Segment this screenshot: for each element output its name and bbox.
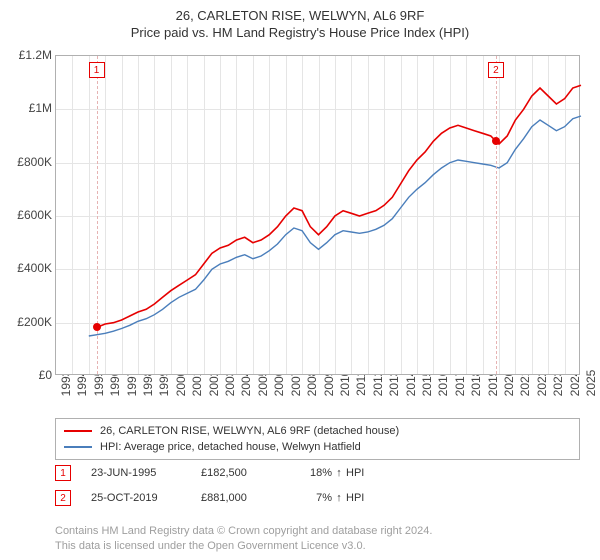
y-axis-tick-label: £1M (29, 101, 52, 115)
sale-point-dot (93, 323, 101, 331)
legend: 26, CARLETON RISE, WELWYN, AL6 9RF (deta… (55, 418, 580, 460)
series-line (97, 85, 581, 327)
y-axis-tick-label: £0 (39, 368, 52, 382)
sale-point-dot (492, 137, 500, 145)
y-axis-tick-label: £400K (17, 261, 52, 275)
line-series-svg (56, 56, 579, 374)
y-axis-tick-label: £600K (17, 208, 52, 222)
sale-vline (496, 56, 497, 374)
sale-flag: 2 (55, 490, 71, 506)
sale-flag-marker: 1 (89, 62, 105, 78)
plot-area: 12 (55, 55, 580, 375)
sale-flag-marker: 2 (488, 62, 504, 78)
sale-delta-label: HPI (346, 492, 364, 504)
sale-record-row: 1 23-JUN-1995 £182,500 18% ↑ HPI (55, 465, 364, 481)
series-line (89, 116, 581, 336)
sale-delta-label: HPI (346, 467, 364, 479)
x-axis-tick-label: 2025 (584, 370, 598, 397)
sale-record-row: 2 25-OCT-2019 £881,000 7% ↑ HPI (55, 490, 364, 506)
legend-swatch (64, 430, 92, 432)
sale-delta-pct: 7% (296, 492, 332, 504)
sale-price: £182,500 (201, 467, 296, 479)
legend-label: 26, CARLETON RISE, WELWYN, AL6 9RF (deta… (100, 425, 399, 437)
y-axis-tick-label: £800K (17, 155, 52, 169)
page-subtitle: Price paid vs. HM Land Registry's House … (0, 23, 600, 46)
sale-date: 23-JUN-1995 (91, 467, 201, 479)
arrow-up-icon: ↑ (332, 467, 346, 479)
attribution-line: Contains HM Land Registry data © Crown c… (55, 524, 432, 539)
sale-flag: 1 (55, 465, 71, 481)
legend-label: HPI: Average price, detached house, Welw… (100, 441, 361, 453)
legend-item: 26, CARLETON RISE, WELWYN, AL6 9RF (deta… (64, 423, 571, 439)
arrow-up-icon: ↑ (332, 492, 346, 504)
chart-container: 26, CARLETON RISE, WELWYN, AL6 9RF Price… (0, 0, 600, 560)
sale-date: 25-OCT-2019 (91, 492, 201, 504)
page-title: 26, CARLETON RISE, WELWYN, AL6 9RF (0, 0, 600, 23)
attribution-text: Contains HM Land Registry data © Crown c… (55, 524, 432, 554)
sale-delta-pct: 18% (296, 467, 332, 479)
legend-swatch (64, 446, 92, 448)
legend-item: HPI: Average price, detached house, Welw… (64, 439, 571, 455)
y-axis-tick-label: £1.2M (19, 48, 52, 62)
y-axis-tick-label: £200K (17, 315, 52, 329)
attribution-line: This data is licensed under the Open Gov… (55, 539, 432, 554)
sale-price: £881,000 (201, 492, 296, 504)
